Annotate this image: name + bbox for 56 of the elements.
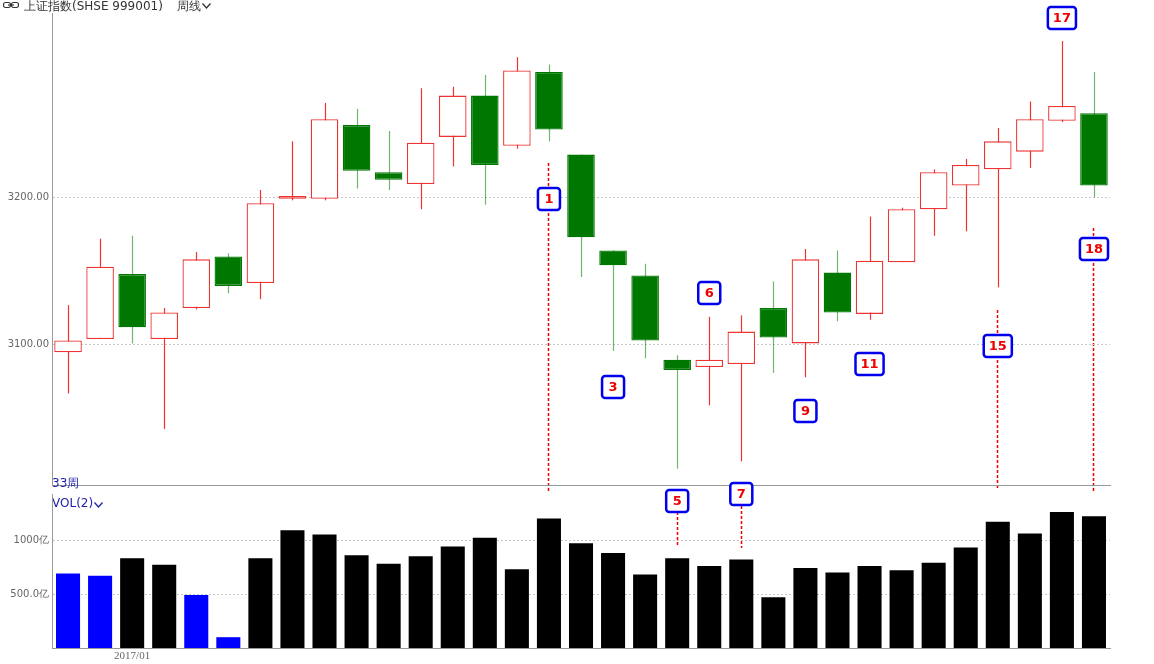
candlestick: [54, 304, 82, 395]
candlestick: [278, 140, 307, 201]
bar: [633, 574, 658, 648]
annotation: 5: [672, 493, 682, 509]
annotation: 33周: [52, 476, 80, 491]
bar: [601, 552, 626, 648]
y-tick-label: 500.0亿: [10, 587, 49, 599]
bar: [312, 534, 337, 648]
bar: [344, 555, 369, 648]
bar: [88, 575, 113, 648]
annotation: 6: [704, 285, 714, 301]
bar: [697, 565, 722, 648]
annotation: 3: [608, 379, 618, 395]
bar: [504, 569, 529, 648]
bar: [568, 543, 594, 648]
bar: [665, 558, 690, 648]
annotation: 7: [736, 486, 746, 502]
bar: [472, 537, 497, 648]
annotation: 1: [544, 191, 554, 207]
bar: [889, 570, 914, 648]
annotation: 17: [1052, 10, 1071, 26]
chart-subtitle: 周线: [177, 0, 201, 13]
bar: [216, 637, 241, 648]
annotation: 11: [860, 356, 879, 372]
bar: [921, 562, 946, 648]
x-tick-label: 2017/01: [114, 649, 151, 662]
chart-title: 上证指数(SHSE 999001): [24, 0, 163, 13]
y-tick-label: 1000亿: [13, 533, 49, 545]
bar: [985, 521, 1010, 648]
bar: [1017, 533, 1042, 648]
annotation: 9: [800, 403, 810, 419]
candlestick: [1048, 40, 1076, 123]
bar: [440, 546, 465, 648]
bar: [536, 518, 561, 648]
bar: [1081, 516, 1106, 648]
bar: [280, 530, 305, 648]
bar: [729, 559, 754, 648]
bar: [825, 572, 850, 648]
bar: [1049, 511, 1074, 648]
bar: [120, 558, 145, 648]
bar: [56, 573, 81, 648]
bar: [408, 556, 433, 648]
y-tick-label: 3100.00: [7, 338, 49, 350]
candlestick: [695, 316, 724, 406]
bar: [248, 558, 273, 648]
bar: [184, 595, 209, 648]
bar: [376, 563, 401, 648]
bar: [761, 597, 786, 648]
bar: [953, 547, 978, 648]
bar: [152, 564, 177, 648]
annotation: 15: [988, 338, 1007, 354]
bar: [793, 568, 818, 648]
y-tick-label: 3200.00: [7, 190, 49, 202]
chart-title: VOL(2): [52, 496, 94, 510]
bar: [857, 565, 882, 648]
annotation: 18: [1084, 241, 1104, 257]
